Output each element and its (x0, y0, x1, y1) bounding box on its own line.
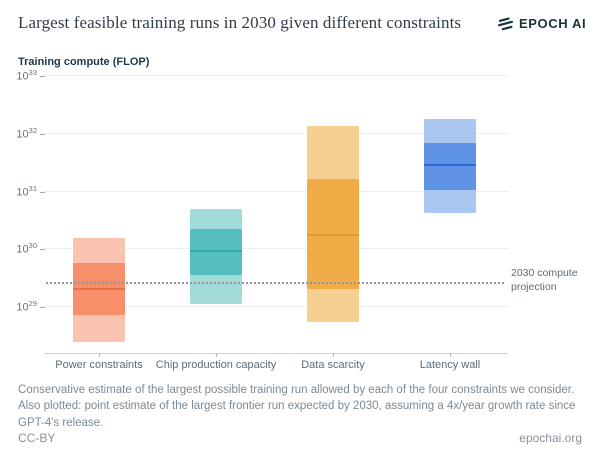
epoch-logo-wordmark: EPOCH AI (519, 16, 587, 31)
median-line (73, 287, 125, 290)
license-link[interactable]: CC-BY (18, 431, 56, 445)
category-label: Chip production capacity (155, 359, 277, 371)
y-tick-label: 1031 (16, 184, 37, 199)
epoch-ai-logo: EPOCH AI (497, 15, 586, 32)
projection-reference-line (46, 282, 504, 284)
y-tick-mark (40, 76, 45, 77)
category-tick (99, 353, 100, 357)
gridline (44, 248, 508, 249)
epoch-logo-icon (497, 15, 514, 32)
y-tick-label: 1029 (16, 299, 37, 314)
category-tick (216, 353, 217, 357)
gridline (44, 306, 508, 307)
y-tick-label: 1032 (16, 126, 37, 141)
y-tick-mark (40, 192, 45, 193)
median-line (307, 233, 359, 236)
median-line (424, 163, 476, 166)
y-tick-label: 1030 (16, 241, 37, 256)
category-label: Latency wall (419, 359, 481, 371)
y-tick-mark (40, 249, 45, 250)
range-bar-inner (307, 178, 359, 289)
gridline (44, 191, 508, 192)
category-label: Data scarcity (301, 359, 365, 371)
y-tick-label: 1033 (16, 68, 37, 83)
x-axis-line (44, 353, 508, 354)
category-tick (333, 353, 334, 357)
y-tick-mark (40, 307, 45, 308)
y-axis-title: Training compute (FLOP) (18, 56, 150, 68)
gridline (44, 133, 508, 134)
gridline (44, 75, 508, 76)
range-bar-inner (424, 143, 476, 191)
projection-line-label: 2030 compute projection (511, 267, 578, 294)
figure-caption: Conservative estimate of the largest pos… (18, 384, 576, 429)
category-label: Power constraints (55, 359, 143, 371)
epochai-org-link[interactable]: epochai.org (519, 431, 582, 445)
range-bar-inner (190, 228, 242, 276)
y-tick-mark (40, 134, 45, 135)
category-tick (450, 353, 451, 357)
page-title: Largest feasible training runs in 2030 g… (18, 13, 462, 32)
median-line (190, 249, 242, 252)
